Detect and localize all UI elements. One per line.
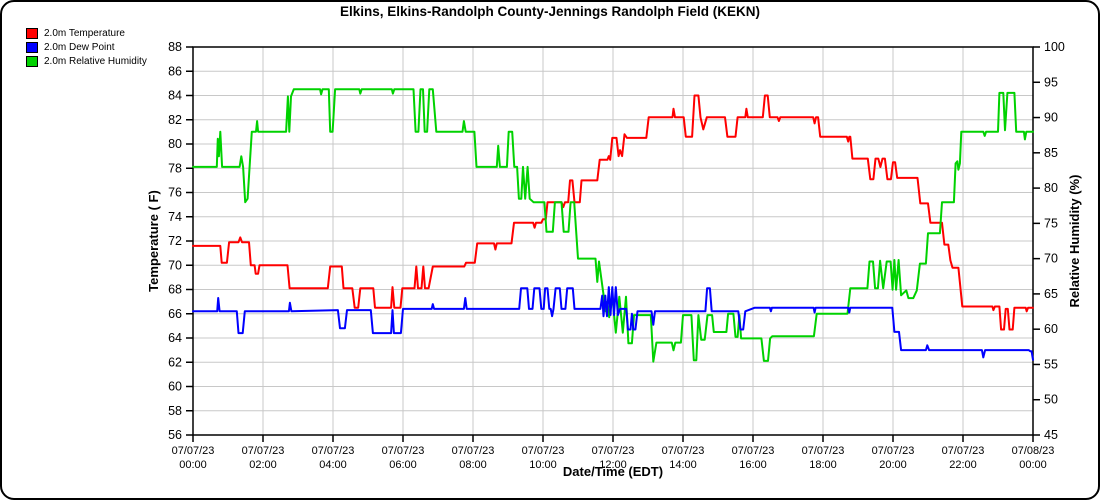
- x-tick-label: 07/07/23 08:00: [452, 445, 495, 471]
- x-tick-label: 07/07/23 06:00: [382, 445, 425, 471]
- left-tick-label: 68: [168, 283, 182, 297]
- left-tick-label: 60: [168, 380, 182, 394]
- left-tick-label: 62: [168, 355, 182, 369]
- left-tick-label: 74: [168, 210, 182, 224]
- right-axis-title: Relative Humidity (%): [1067, 174, 1082, 308]
- left-tick-label: 82: [168, 113, 182, 127]
- legend-label: 2.0m Relative Humidity: [44, 55, 147, 67]
- left-tick-label: 66: [168, 307, 182, 321]
- right-tick-label: 45: [1044, 428, 1058, 442]
- left-tick-label: 64: [168, 331, 182, 345]
- right-tick-label: 75: [1044, 216, 1058, 230]
- x-axis-title: Date/Time (EDT): [562, 464, 664, 479]
- relative-humidity-swatch-icon: [26, 55, 38, 67]
- legend-item-temperature: 2.0m Temperature: [26, 26, 147, 40]
- x-tick-label: 07/07/23 20:00: [872, 445, 915, 471]
- x-tick-label: 07/07/23 04:00: [312, 445, 355, 471]
- right-tick-label: 70: [1044, 252, 1058, 266]
- left-tick-label: 78: [168, 161, 182, 175]
- left-tick-label: 84: [168, 89, 182, 103]
- page-title: Elkins, Elkins-Randolph County-Jennings …: [339, 4, 760, 19]
- temperature-swatch-icon: [26, 27, 38, 39]
- legend-item-relative-humidity: 2.0m Relative Humidity: [26, 54, 147, 68]
- x-tick-label: 07/07/23 02:00: [242, 445, 285, 471]
- dew-point-swatch-icon: [26, 41, 38, 53]
- x-tick-label: 07/07/23 22:00: [942, 445, 985, 471]
- right-tick-label: 80: [1044, 181, 1058, 195]
- x-tick-label: 07/07/23 16:00: [732, 445, 775, 471]
- right-tick-label: 85: [1044, 146, 1058, 160]
- legend-label: 2.0m Temperature: [44, 27, 125, 39]
- legend: 2.0m Temperature 2.0m Dew Point 2.0m Rel…: [26, 26, 147, 68]
- x-tick-label: 07/07/23 10:00: [522, 445, 565, 471]
- right-tick-label: 95: [1044, 75, 1058, 89]
- left-tick-label: 70: [168, 258, 182, 272]
- series-line--m-dew-point: [192, 286, 1034, 361]
- left-tick-label: 86: [168, 64, 182, 78]
- right-tick-label: 100: [1044, 40, 1065, 54]
- right-tick-label: 65: [1044, 287, 1058, 301]
- left-axis-title: Temperature ( F): [146, 190, 161, 292]
- x-tick-label: 07/08/23 00:00: [1012, 445, 1055, 471]
- x-tick-label: 07/07/23 12:00: [592, 445, 635, 471]
- right-tick-label: 90: [1044, 111, 1058, 125]
- left-tick-label: 80: [168, 137, 182, 151]
- right-tick-label: 50: [1044, 393, 1058, 407]
- left-tick-label: 56: [168, 428, 182, 442]
- x-tick-label: 07/07/23 18:00: [802, 445, 845, 471]
- left-tick-label: 58: [168, 404, 182, 418]
- series-line--m-temperature: [192, 94, 1034, 331]
- right-tick-label: 55: [1044, 357, 1058, 371]
- left-tick-label: 76: [168, 186, 182, 200]
- left-tick-label: 88: [168, 40, 182, 54]
- x-tick-label: 07/07/23 14:00: [662, 445, 705, 471]
- x-tick-label: 07/07/23 00:00: [172, 445, 215, 471]
- right-tick-label: 60: [1044, 322, 1058, 336]
- legend-label: 2.0m Dew Point: [44, 41, 115, 53]
- left-tick-label: 72: [168, 234, 182, 248]
- legend-item-dew-point: 2.0m Dew Point: [26, 40, 147, 54]
